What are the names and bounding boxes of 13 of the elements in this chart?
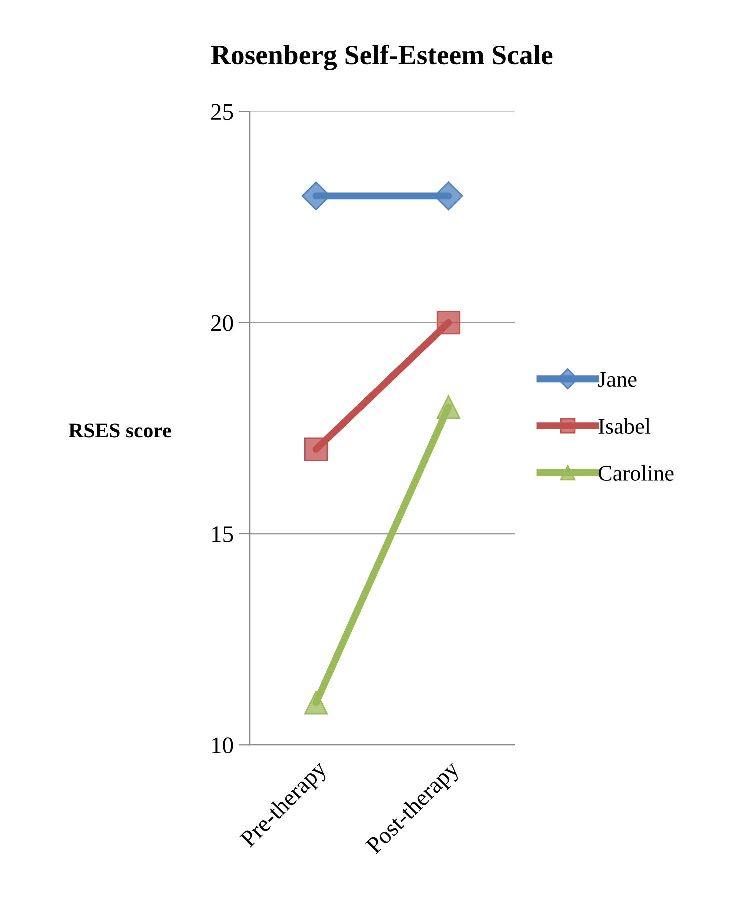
legend-label: Caroline xyxy=(598,465,674,482)
y-tick-label: 25 xyxy=(212,104,234,120)
legend-label: Isabel xyxy=(598,418,651,434)
y-tick-label: 20 xyxy=(212,315,234,332)
point xyxy=(304,691,328,715)
legend-label: Jane xyxy=(598,372,637,388)
chart-title: Rosenberg Self-Esteem Scale xyxy=(211,44,553,71)
y-tick-label: 15 xyxy=(212,526,234,542)
point xyxy=(304,438,328,462)
y-axis-title: RSES score xyxy=(68,424,172,438)
point xyxy=(436,396,461,420)
point xyxy=(436,311,461,335)
y-tick-label: 10 xyxy=(212,738,234,754)
